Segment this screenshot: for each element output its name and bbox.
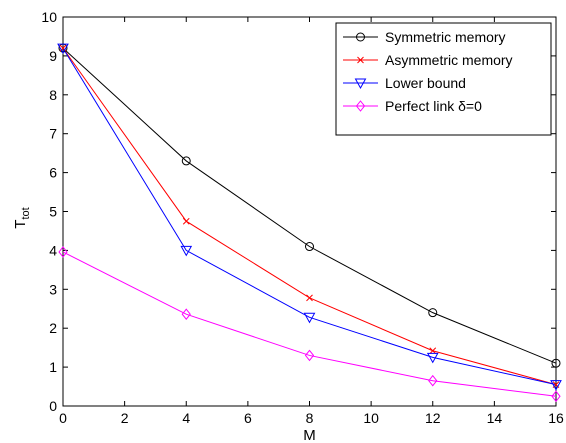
legend: Symmetric memory Asymmetric memory Lower b… xyxy=(335,22,552,136)
x-tick-label: 10 xyxy=(363,410,379,426)
legend-label: Symmetric memory xyxy=(385,29,506,45)
legend-label: Asymmetric memory xyxy=(385,52,513,68)
x-tick-label: 0 xyxy=(59,410,67,426)
data-point-series-2 xyxy=(303,312,316,324)
x-tick-label: 4 xyxy=(182,410,190,426)
x-tick-labels: 0 2 4 6 8 10 12 14 16 xyxy=(59,410,564,426)
x-tick-label: 8 xyxy=(306,410,314,426)
legend-label: Lower bound xyxy=(385,75,466,91)
data-point-series-1 xyxy=(182,217,190,225)
y-tick-label: 9 xyxy=(49,48,57,64)
data-point-series-2 xyxy=(180,245,193,257)
legend-swatch-marker xyxy=(354,78,367,90)
x-tick-label: 16 xyxy=(548,410,564,426)
legend-box xyxy=(335,22,552,136)
y-tick-label: 8 xyxy=(49,87,57,103)
x-tick-label: 12 xyxy=(425,410,441,426)
legend-item-0: Symmetric memory xyxy=(343,29,506,45)
data-point-series-3 xyxy=(428,374,438,387)
series-markers xyxy=(57,43,562,403)
y-tick-label: 6 xyxy=(49,165,57,181)
legend-item-1: Asymmetric memory xyxy=(343,52,513,68)
data-point-series-3 xyxy=(181,308,191,320)
legend-swatch-marker xyxy=(357,56,364,64)
data-point-series-2 xyxy=(426,352,439,364)
y-tick-label: 3 xyxy=(49,281,57,297)
data-point-series-0 xyxy=(181,156,191,166)
y-tick-label: 5 xyxy=(49,204,57,220)
legend-label: Perfect link δ=0 xyxy=(385,98,482,114)
data-point-series-2 xyxy=(550,380,562,391)
y-tick-label: 0 xyxy=(49,398,57,414)
legend-item-2: Lower bound xyxy=(343,75,466,91)
legend-swatch-marker xyxy=(356,32,365,42)
y-tick-label: 7 xyxy=(49,126,57,142)
x-axis-label: M xyxy=(303,427,316,443)
y-axis-label: Ttot xyxy=(12,207,32,228)
data-point-series-3 xyxy=(58,246,68,258)
series-line-0 xyxy=(62,47,557,364)
data-point-series-0 xyxy=(428,308,438,318)
data-point-series-0 xyxy=(305,242,314,252)
y-tick-label: 2 xyxy=(49,320,57,336)
axis-ticks xyxy=(62,16,557,407)
data-point-series-0 xyxy=(551,358,561,368)
y-tick-labels: 0 1 2 3 4 5 6 7 8 9 10 xyxy=(41,9,57,414)
x-tick-label: 14 xyxy=(487,410,503,426)
y-axis-label-sub: tot xyxy=(20,207,32,219)
legend-item-3: Perfect link δ=0 xyxy=(343,98,482,114)
data-point-series-3 xyxy=(551,390,561,403)
legend-swatch-marker xyxy=(355,100,366,112)
data-point-series-1 xyxy=(429,347,437,355)
series-line-2 xyxy=(62,47,557,386)
x-tick-label: 2 xyxy=(121,410,129,426)
y-axis-label-main: T xyxy=(12,220,29,229)
data-point-series-1 xyxy=(306,294,313,302)
series-line-3 xyxy=(62,251,557,397)
y-tick-label: 10 xyxy=(41,9,57,25)
data-point-series-3 xyxy=(304,349,315,362)
svg-text:Ttot: Ttot xyxy=(12,207,32,228)
data-point-series-2 xyxy=(57,43,69,55)
x-tick-label: 6 xyxy=(244,410,252,426)
y-tick-label: 4 xyxy=(49,242,57,258)
y-tick-label: 1 xyxy=(49,359,57,375)
